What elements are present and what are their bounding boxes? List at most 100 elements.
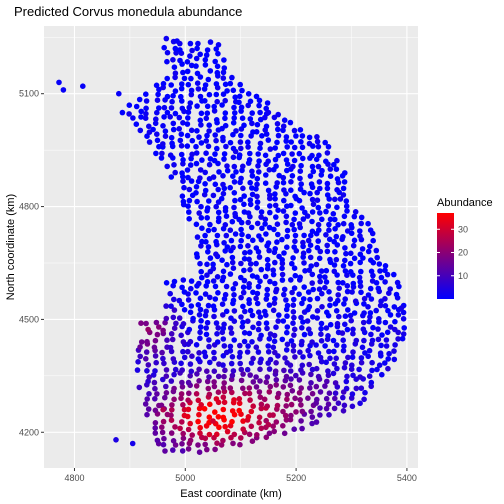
- data-point: [263, 274, 269, 280]
- data-point: [382, 296, 388, 302]
- data-point: [160, 356, 166, 362]
- data-point: [228, 315, 234, 321]
- data-point: [341, 186, 347, 192]
- data-point: [344, 203, 350, 209]
- data-point: [401, 331, 407, 337]
- data-point: [315, 139, 321, 145]
- data-point: [267, 210, 273, 216]
- data-point: [316, 144, 322, 150]
- data-point: [214, 396, 220, 402]
- data-point: [231, 298, 237, 304]
- data-point: [161, 436, 167, 442]
- data-point: [253, 296, 259, 302]
- data-point: [282, 117, 288, 123]
- data-point: [274, 419, 280, 425]
- x-tick-label: 5400: [397, 473, 417, 483]
- data-point: [335, 292, 341, 298]
- data-point: [213, 138, 219, 144]
- data-point: [189, 353, 195, 359]
- data-point: [250, 238, 256, 244]
- data-point: [245, 220, 251, 226]
- data-point: [256, 169, 262, 175]
- data-point: [327, 303, 333, 309]
- data-point: [272, 281, 278, 287]
- data-point: [281, 208, 287, 214]
- data-point: [292, 285, 298, 291]
- data-point: [155, 138, 161, 144]
- data-point: [325, 192, 331, 198]
- data-point: [272, 196, 278, 202]
- data-point: [233, 128, 239, 134]
- data-point: [211, 193, 217, 199]
- data-point: [249, 339, 255, 345]
- data-point: [189, 128, 195, 134]
- data-point: [221, 394, 227, 400]
- data-point: [196, 302, 202, 308]
- data-point: [155, 332, 161, 338]
- data-point: [281, 384, 287, 390]
- data-point: [318, 326, 324, 332]
- data-point: [310, 164, 316, 170]
- data-point: [173, 321, 179, 327]
- data-point: [164, 316, 170, 322]
- data-point: [317, 286, 323, 292]
- data-point: [343, 313, 349, 319]
- data-point: [185, 291, 191, 297]
- data-point: [271, 308, 277, 314]
- data-point: [325, 181, 331, 187]
- data-point: [186, 109, 192, 115]
- data-point: [220, 301, 226, 307]
- data-point: [300, 409, 306, 415]
- data-point: [284, 347, 290, 353]
- data-point: [289, 338, 295, 344]
- data-point: [214, 99, 220, 105]
- data-point: [230, 255, 236, 261]
- data-point: [246, 257, 252, 263]
- data-point: [291, 217, 297, 223]
- data-point: [179, 131, 185, 137]
- data-point: [238, 227, 244, 233]
- data-point: [313, 342, 319, 348]
- data-point: [193, 63, 199, 69]
- data-point: [315, 197, 321, 203]
- data-point: [213, 239, 219, 245]
- data-point: [394, 292, 400, 298]
- data-point: [144, 349, 150, 355]
- data-point: [356, 367, 362, 373]
- data-point: [207, 392, 213, 398]
- y-tick-label: 5100: [19, 89, 39, 99]
- data-point: [249, 110, 255, 116]
- data-point: [205, 104, 211, 110]
- data-point: [281, 292, 287, 298]
- data-point: [220, 182, 226, 188]
- data-point: [188, 162, 194, 168]
- data-point: [351, 281, 357, 287]
- data-point: [378, 350, 384, 356]
- data-point: [130, 115, 136, 121]
- data-point: [348, 251, 354, 257]
- data-point: [311, 169, 317, 175]
- data-point: [202, 181, 208, 187]
- data-point: [227, 185, 233, 191]
- data-point: [223, 292, 229, 298]
- data-point: [146, 362, 152, 368]
- data-point: [193, 290, 199, 296]
- data-point: [266, 110, 272, 116]
- data-point: [245, 139, 251, 145]
- data-point: [341, 408, 347, 414]
- data-point: [223, 205, 229, 211]
- data-point: [152, 425, 158, 431]
- data-point: [275, 221, 281, 227]
- data-point: [197, 175, 203, 181]
- data-point: [281, 198, 287, 204]
- data-point: [223, 222, 229, 228]
- data-point: [246, 234, 252, 240]
- data-point: [223, 144, 229, 150]
- data-point: [197, 52, 203, 58]
- data-point: [273, 382, 279, 388]
- data-point: [146, 406, 152, 412]
- data-point: [265, 287, 271, 293]
- data-point: [179, 81, 185, 87]
- data-point: [134, 104, 140, 110]
- data-point: [162, 105, 168, 111]
